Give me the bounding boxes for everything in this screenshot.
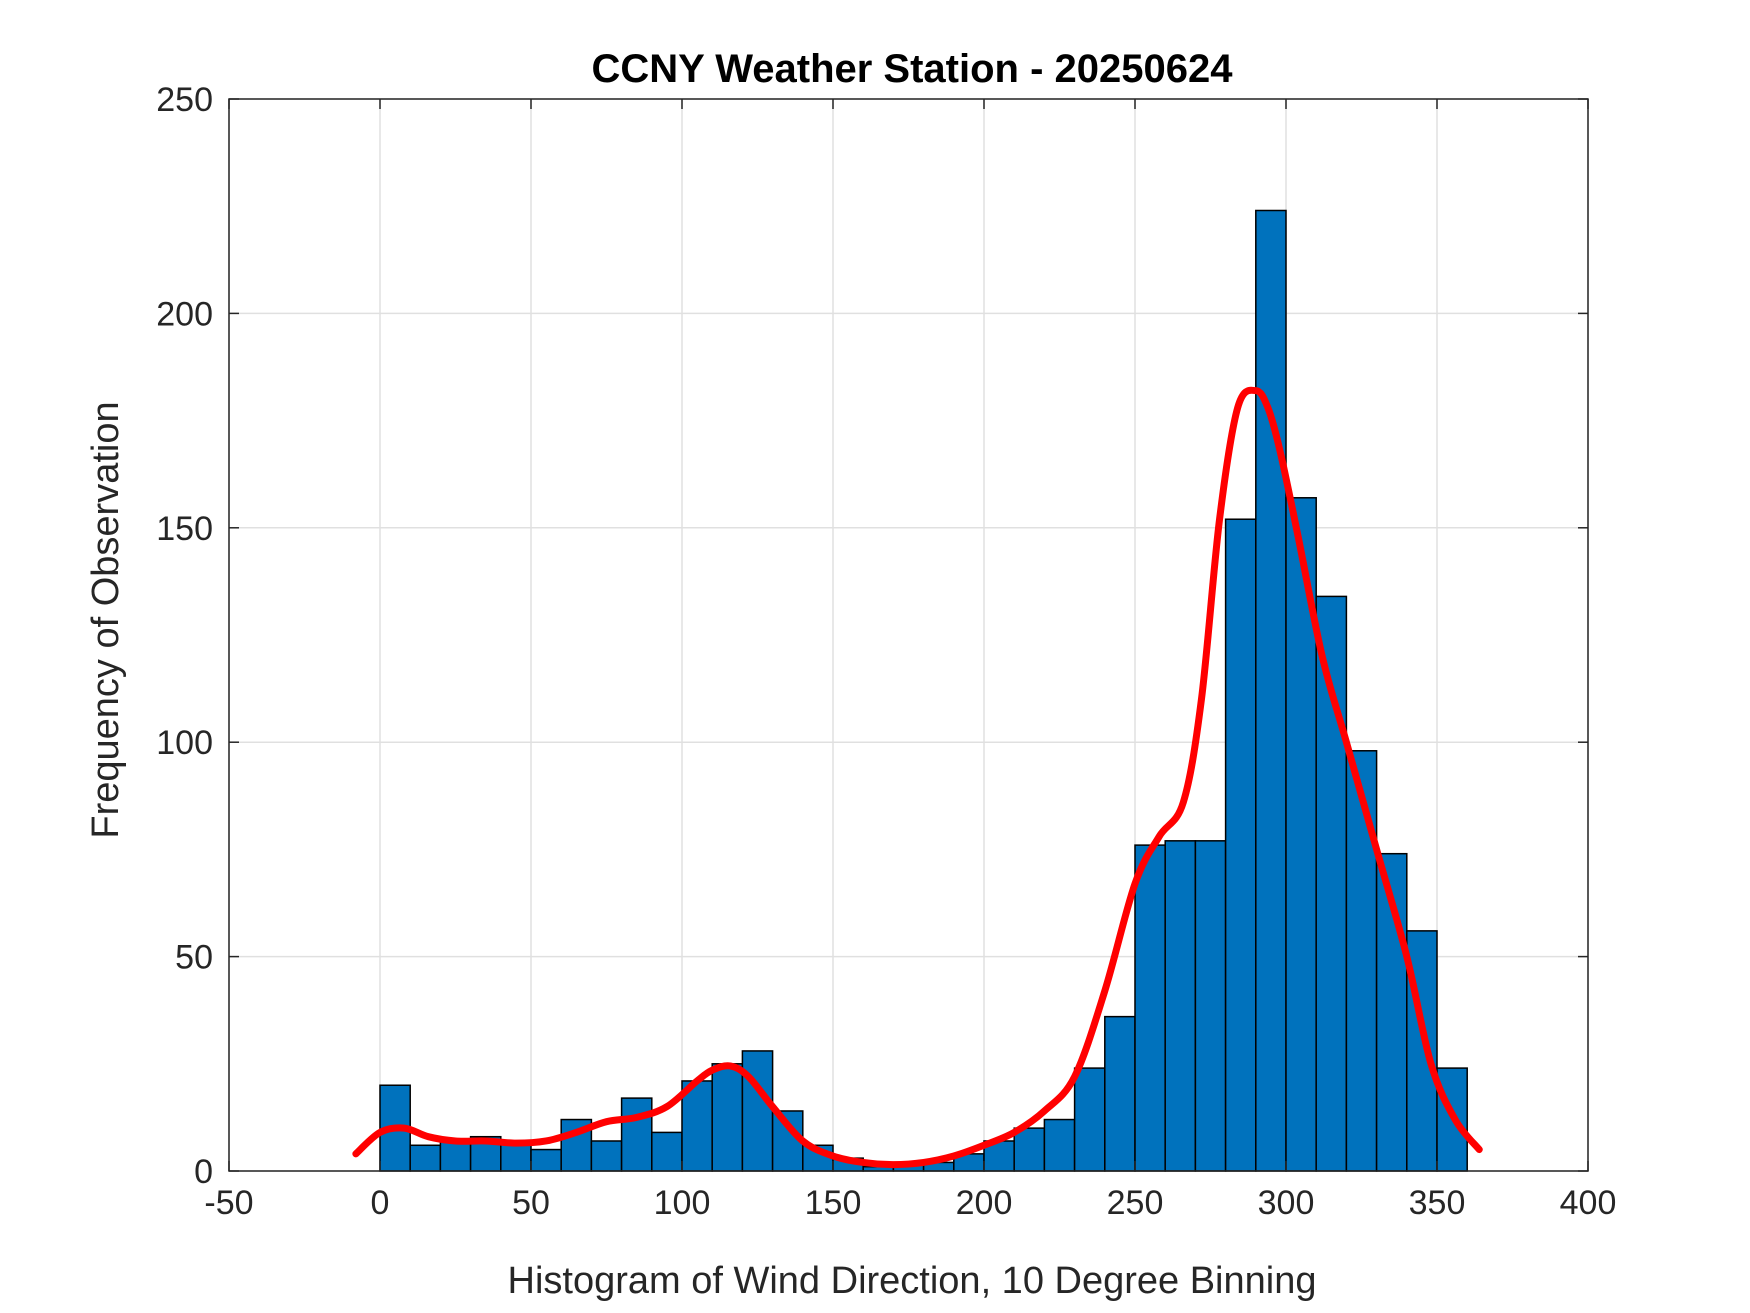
histogram-bar bbox=[440, 1141, 470, 1171]
x-tick-label: 250 bbox=[1107, 1184, 1164, 1222]
histogram-bar bbox=[1165, 841, 1195, 1171]
y-tick-label: 50 bbox=[175, 939, 213, 977]
histogram-bar bbox=[1075, 1068, 1105, 1171]
histogram-bar bbox=[1135, 845, 1165, 1171]
histogram-bar bbox=[1226, 519, 1256, 1171]
y-tick-label: 200 bbox=[156, 295, 213, 333]
x-tick-label: 350 bbox=[1409, 1184, 1466, 1222]
histogram-bar bbox=[1105, 1017, 1135, 1171]
chart-title: CCNY Weather Station - 20250624 bbox=[592, 47, 1234, 91]
histogram-bar bbox=[652, 1132, 682, 1171]
histogram-bar bbox=[712, 1064, 742, 1171]
x-tick-label: 400 bbox=[1560, 1184, 1617, 1222]
x-tick-label: 300 bbox=[1258, 1184, 1315, 1222]
y-tick-label: 100 bbox=[156, 724, 213, 762]
x-tick-label: 100 bbox=[654, 1184, 711, 1222]
y-tick-label: 0 bbox=[194, 1153, 213, 1191]
histogram-bar bbox=[1195, 841, 1225, 1171]
histogram-bar bbox=[622, 1098, 652, 1171]
histogram-bars bbox=[380, 210, 1467, 1171]
x-tick-label: 0 bbox=[371, 1184, 390, 1222]
histogram-bar bbox=[1346, 751, 1376, 1171]
histogram-bar bbox=[591, 1141, 621, 1171]
y-tick-label: 250 bbox=[156, 81, 213, 119]
x-axis-label: Histogram of Wind Direction, 10 Degree B… bbox=[508, 1260, 1317, 1302]
histogram-bar bbox=[1014, 1128, 1044, 1171]
y-axis-label: Frequency of Observation bbox=[85, 401, 127, 838]
histogram-bar bbox=[742, 1051, 772, 1171]
x-tick-label: 50 bbox=[512, 1184, 550, 1222]
histogram-bar bbox=[531, 1150, 561, 1171]
histogram-bar bbox=[410, 1145, 440, 1171]
histogram-bar bbox=[1044, 1120, 1074, 1171]
x-tick-label: 200 bbox=[956, 1184, 1013, 1222]
x-tick-label: 150 bbox=[805, 1184, 862, 1222]
y-tick-label: 150 bbox=[156, 510, 213, 548]
histogram-bar bbox=[1256, 210, 1286, 1171]
